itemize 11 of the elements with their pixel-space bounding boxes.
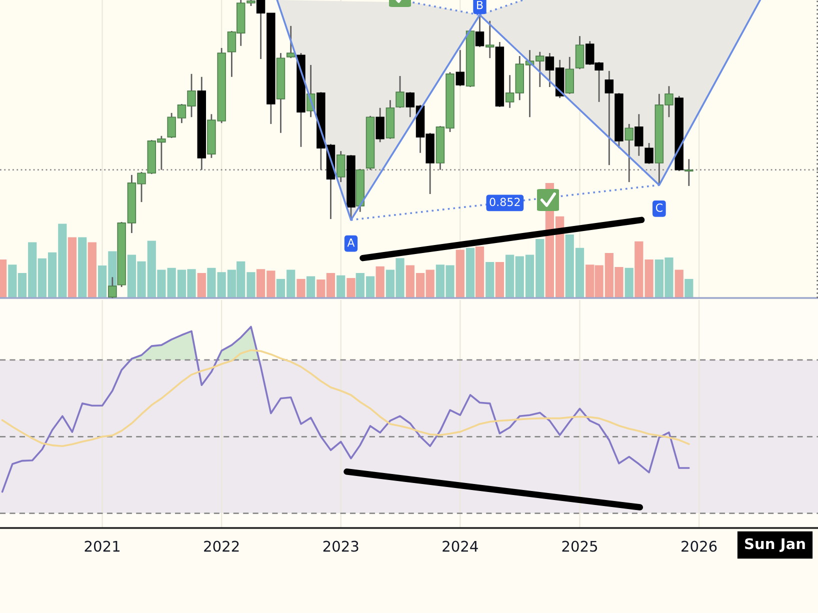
x-tick-label: 2025 xyxy=(562,540,598,552)
x-tick-label: 2021 xyxy=(84,540,120,552)
annotation: A xyxy=(347,238,355,247)
annotation: C xyxy=(656,203,662,212)
x-tick-label: 2024 xyxy=(442,540,478,552)
x-tick-label: 2022 xyxy=(204,540,239,552)
annotation: 0.852 xyxy=(490,198,520,206)
x-tick-label: 2023 xyxy=(323,540,358,552)
text: Sun Jan xyxy=(745,538,805,552)
annotation: B xyxy=(477,0,483,10)
x-tick-label: 2026 xyxy=(682,540,717,552)
